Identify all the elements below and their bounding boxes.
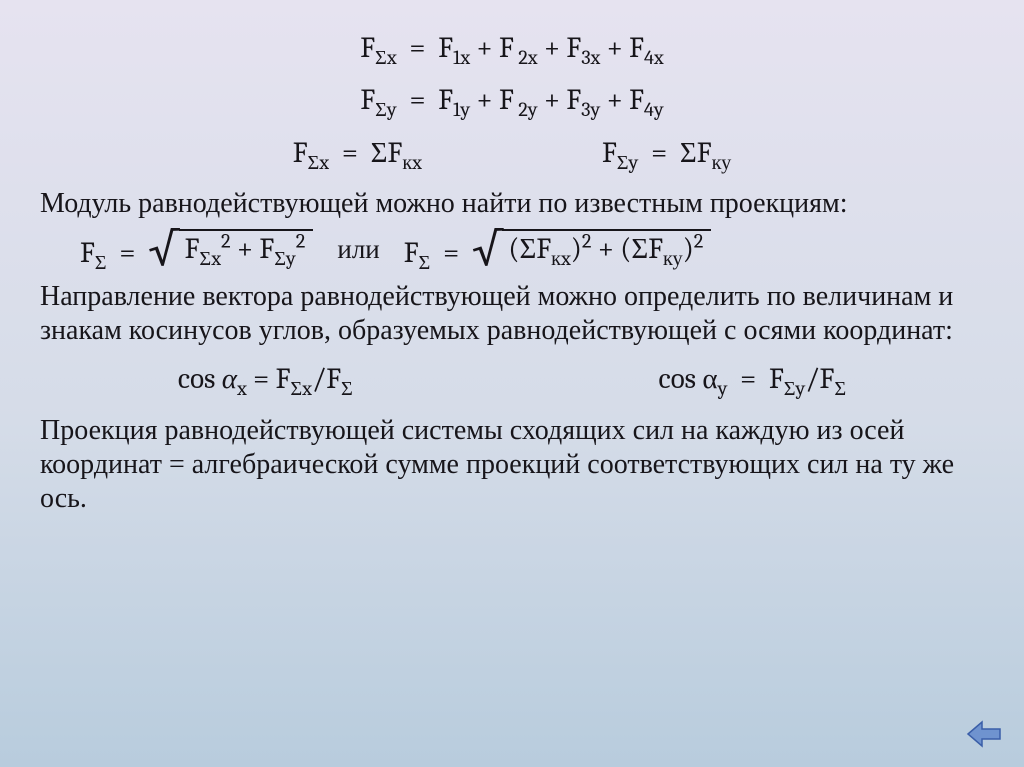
- or-word: или: [337, 234, 379, 265]
- equation-fsx-sigma: FΣx = ΣFкx: [293, 131, 422, 177]
- equation-fy-sum: FΣy = F1y + F 2y + F3y + F4y: [40, 78, 984, 124]
- paragraph-modulus: Модуль равнодействующей можно найти по и…: [40, 187, 984, 221]
- equation-fsy-sigma: FΣy = ΣFку: [602, 131, 731, 177]
- equation-cos-x: cos αx = FΣx/FΣ: [178, 363, 353, 396]
- equation-fx-sum: FΣx = F1x + F 2x + F3x + F4x: [40, 26, 984, 72]
- back-arrow-button[interactable]: [966, 719, 1002, 749]
- equation-cos-y: cos αy = FΣy/FΣ: [659, 363, 847, 396]
- slide-content: FΣx = F1x + F 2x + F3x + F4x FΣy = F1y +…: [0, 0, 1024, 767]
- equation-magnitude-left: FΣ = √ FΣx2 + FΣy2: [80, 229, 313, 270]
- cos-equations: cos αx = FΣx/FΣ cos αy = FΣy/FΣ: [100, 363, 924, 396]
- paragraph-direction: Направление вектора равнодействующей мож…: [40, 280, 984, 348]
- magnitude-equations: FΣ = √ FΣx2 + FΣy2 или FΣ = √ (ΣFкx)2 + …: [80, 229, 984, 270]
- paragraph-projection: Проекция равнодействующей системы сходящ…: [40, 414, 984, 516]
- equation-magnitude-right: FΣ = √ (ΣFкx)2 + (ΣFку)2: [404, 229, 712, 270]
- equation-block-top: FΣx = F1x + F 2x + F3x + F4x FΣy = F1y +…: [40, 26, 984, 177]
- back-arrow-icon: [966, 719, 1002, 749]
